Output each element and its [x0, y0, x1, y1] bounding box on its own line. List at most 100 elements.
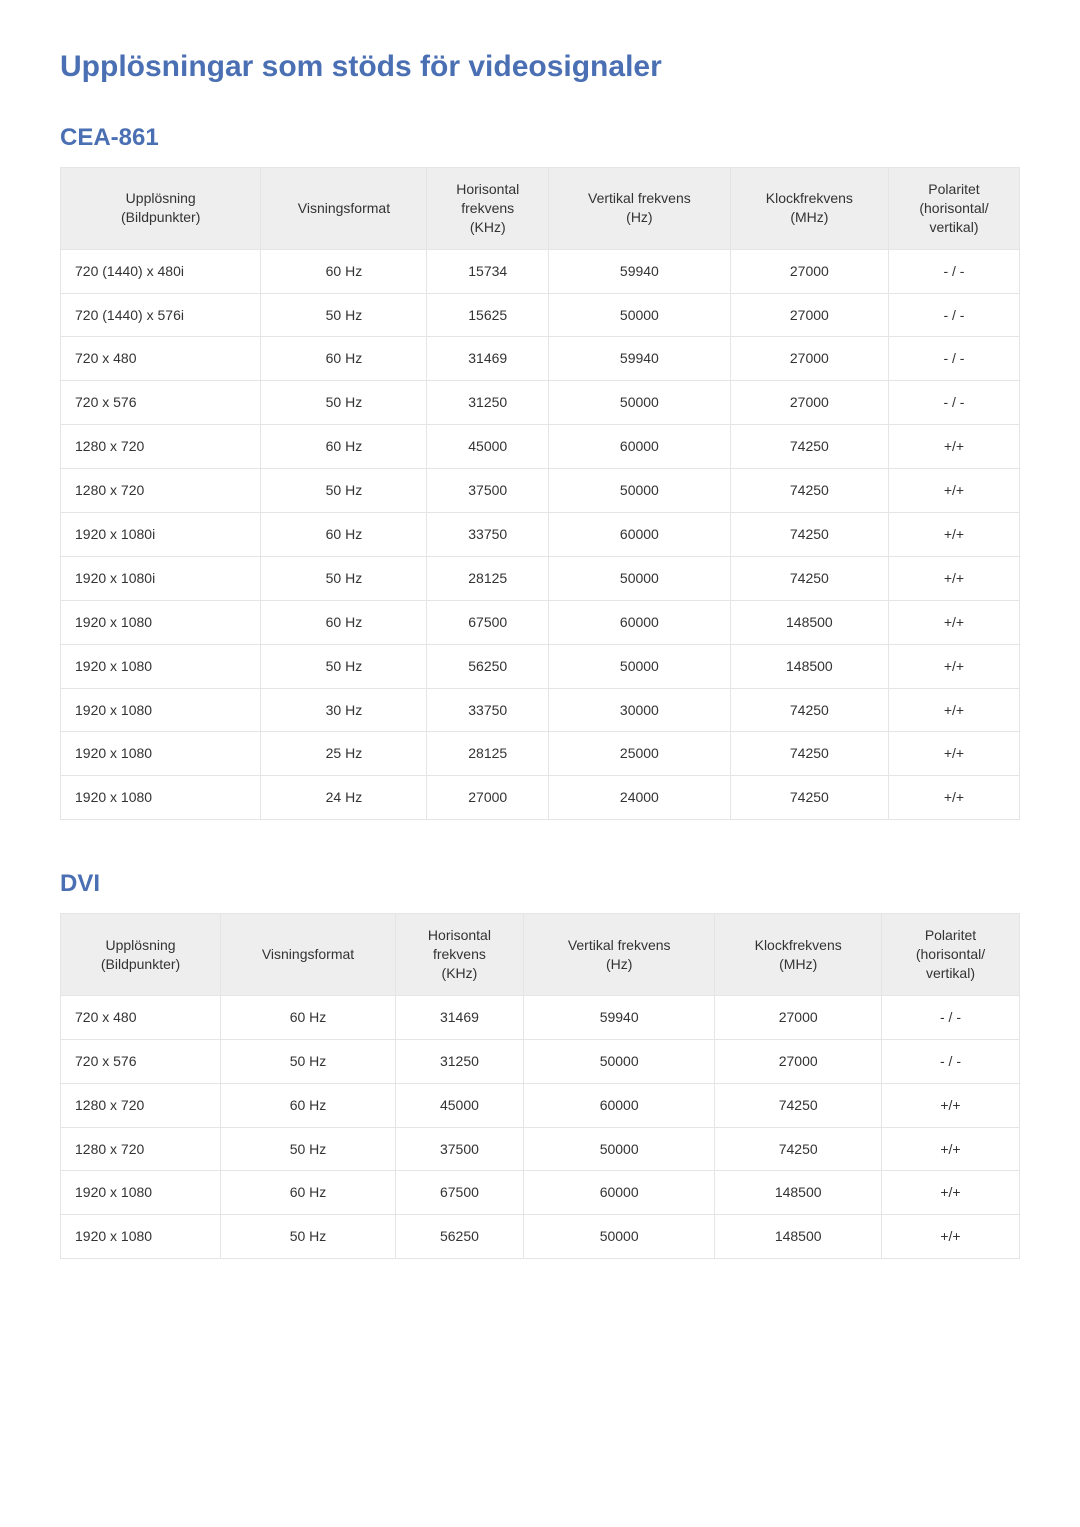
table-cell: 27000: [715, 995, 882, 1039]
table-cell: 74250: [730, 469, 888, 513]
table-cell: 60 Hz: [261, 337, 427, 381]
table-cell: 50000: [523, 1127, 714, 1171]
table-cell: 50000: [548, 556, 730, 600]
table-row: 720 x 57650 Hz312505000027000- / -: [61, 1039, 1020, 1083]
table-cell: 74250: [730, 776, 888, 820]
table-cell: 45000: [427, 425, 549, 469]
table-cell: 60 Hz: [261, 600, 427, 644]
table-cell: 74250: [730, 688, 888, 732]
table-cell: 60000: [523, 1083, 714, 1127]
table-row: 720 x 48060 Hz314695994027000- / -: [61, 995, 1020, 1039]
section-title: CEA-861: [60, 124, 1020, 152]
table-header-cell: Klockfrekvens(MHz): [715, 914, 882, 996]
table-row: 1920 x 108025 Hz281252500074250+/+: [61, 732, 1020, 776]
table-cell: 74250: [715, 1127, 882, 1171]
table-cell: - / -: [888, 293, 1019, 337]
table-cell: 59940: [523, 995, 714, 1039]
table-cell: 74250: [730, 425, 888, 469]
table-cell: 74250: [730, 556, 888, 600]
table-cell: 1920 x 1080: [61, 688, 261, 732]
table-cell: +/+: [888, 688, 1019, 732]
table-cell: 60000: [548, 513, 730, 557]
table-cell: 1280 x 720: [61, 1083, 221, 1127]
table-cell: 50000: [548, 293, 730, 337]
table-row: 1920 x 108024 Hz270002400074250+/+: [61, 776, 1020, 820]
table-cell: 60 Hz: [261, 249, 427, 293]
table-cell: +/+: [888, 732, 1019, 776]
table-cell: 60000: [548, 425, 730, 469]
table-row: 1920 x 1080i50 Hz281255000074250+/+: [61, 556, 1020, 600]
table-cell: 720 x 480: [61, 995, 221, 1039]
table-cell: +/+: [888, 556, 1019, 600]
table-cell: 720 x 576: [61, 381, 261, 425]
page-title: Upplösningar som stöds för videosignaler: [60, 50, 1020, 84]
table-cell: 24 Hz: [261, 776, 427, 820]
table-header-cell: Vertikal frekvens(Hz): [523, 914, 714, 996]
table-cell: 1920 x 1080: [61, 732, 261, 776]
table-header-row: Upplösning(Bildpunkter)VisningsformatHor…: [61, 168, 1020, 250]
table-cell: +/+: [888, 513, 1019, 557]
table-cell: 67500: [427, 600, 549, 644]
table-cell: 720 x 576: [61, 1039, 221, 1083]
table-cell: 148500: [730, 644, 888, 688]
table-cell: 28125: [427, 732, 549, 776]
table-cell: 60 Hz: [261, 513, 427, 557]
table-cell: 27000: [730, 381, 888, 425]
table-cell: 31469: [427, 337, 549, 381]
table-cell: 50000: [548, 381, 730, 425]
table-cell: 31250: [395, 1039, 523, 1083]
table-cell: 1280 x 720: [61, 1127, 221, 1171]
table-cell: +/+: [881, 1083, 1019, 1127]
table-header-cell: Upplösning(Bildpunkter): [61, 914, 221, 996]
table-cell: 25000: [548, 732, 730, 776]
table-cell: 148500: [715, 1215, 882, 1259]
table-header-cell: Polaritet(horisontal/vertikal): [888, 168, 1019, 250]
table-cell: +/+: [881, 1127, 1019, 1171]
spec-table: Upplösning(Bildpunkter)VisningsformatHor…: [60, 167, 1020, 820]
table-cell: 59940: [548, 337, 730, 381]
table-row: 720 (1440) x 480i60 Hz157345994027000- /…: [61, 249, 1020, 293]
table-cell: 50 Hz: [221, 1127, 396, 1171]
table-cell: 1280 x 720: [61, 425, 261, 469]
table-cell: 31250: [427, 381, 549, 425]
table-row: 1920 x 108030 Hz337503000074250+/+: [61, 688, 1020, 732]
table-row: 1920 x 108060 Hz6750060000148500+/+: [61, 600, 1020, 644]
table-cell: 50000: [523, 1215, 714, 1259]
table-cell: 720 (1440) x 480i: [61, 249, 261, 293]
table-cell: 28125: [427, 556, 549, 600]
spec-table: Upplösning(Bildpunkter)VisningsformatHor…: [60, 913, 1020, 1259]
table-cell: 56250: [395, 1215, 523, 1259]
table-cell: 74250: [715, 1083, 882, 1127]
table-cell: +/+: [881, 1215, 1019, 1259]
table-cell: 1920 x 1080: [61, 1215, 221, 1259]
table-cell: 15625: [427, 293, 549, 337]
table-cell: 148500: [730, 600, 888, 644]
table-cell: - / -: [888, 381, 1019, 425]
table-row: 720 x 57650 Hz312505000027000- / -: [61, 381, 1020, 425]
table-row: 1280 x 72060 Hz450006000074250+/+: [61, 425, 1020, 469]
table-cell: 1920 x 1080: [61, 600, 261, 644]
table-cell: 50 Hz: [261, 469, 427, 513]
table-cell: 27000: [715, 1039, 882, 1083]
table-cell: 50000: [548, 644, 730, 688]
table-cell: - / -: [881, 995, 1019, 1039]
table-cell: 1920 x 1080i: [61, 556, 261, 600]
table-cell: 24000: [548, 776, 730, 820]
table-cell: 60 Hz: [221, 1083, 396, 1127]
table-header-cell: Horisontalfrekvens(KHz): [427, 168, 549, 250]
table-header-row: Upplösning(Bildpunkter)VisningsformatHor…: [61, 914, 1020, 996]
table-cell: 50 Hz: [261, 381, 427, 425]
table-cell: 56250: [427, 644, 549, 688]
table-cell: 50 Hz: [261, 644, 427, 688]
table-header-cell: Klockfrekvens(MHz): [730, 168, 888, 250]
table-cell: 1920 x 1080: [61, 776, 261, 820]
table-cell: 1920 x 1080: [61, 644, 261, 688]
table-header-cell: Polaritet(horisontal/vertikal): [881, 914, 1019, 996]
table-cell: 31469: [395, 995, 523, 1039]
table-cell: 33750: [427, 513, 549, 557]
table-cell: 30 Hz: [261, 688, 427, 732]
table-cell: 25 Hz: [261, 732, 427, 776]
table-row: 720 (1440) x 576i50 Hz156255000027000- /…: [61, 293, 1020, 337]
table-cell: 45000: [395, 1083, 523, 1127]
table-row: 1920 x 108060 Hz6750060000148500+/+: [61, 1171, 1020, 1215]
